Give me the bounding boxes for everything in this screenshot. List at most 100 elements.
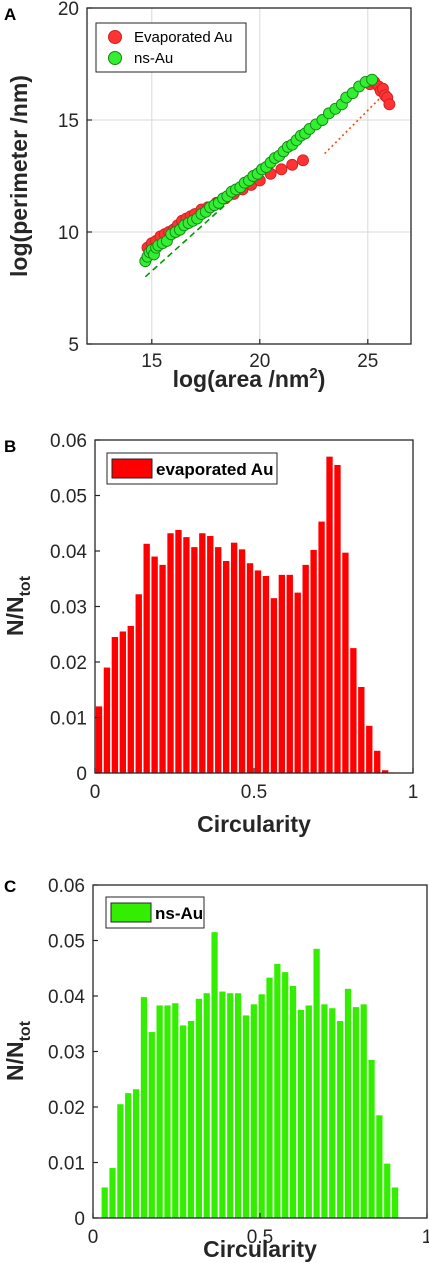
panel-c-bar [321,1004,328,1218]
panel-c-bar [164,1005,171,1218]
panel-b-bar [278,574,285,773]
panel-c-xtick-label: 0 [88,1227,99,1248]
panel-b-bar [223,560,230,773]
panel-c-bar [384,1163,391,1218]
panel-a-xtick-label: 25 [357,351,378,372]
panel-c-bar [227,993,234,1218]
panel-c-bar [344,988,352,1218]
panel-b-bar [119,631,126,773]
panel-b-bar [135,594,142,773]
legend-ns-au-label: ns-Au [134,50,173,67]
legend-evaporated-au-bar-label: evaporated Au [156,460,273,479]
panel-c-legend: ns-Au [105,896,205,929]
panel-b-xtick-label: 0 [90,782,101,803]
panel-a-xtick-label: 20 [249,351,270,372]
panel-a-axes-box [86,7,412,345]
panel-c-bar [250,1004,257,1218]
panel-c-ticks: 0 0.5 1 0 0.01 0.02 0.03 0.04 0.05 0.06 [48,876,429,1248]
panel-b-bar [358,686,365,773]
panel-b-xtick-label: 0.5 [241,782,267,803]
panel-b-xlabel: Circularity [197,811,311,837]
panel-c-xlabel: Circularity [203,1236,317,1262]
point-evaporated-au [275,163,288,176]
fit-line-evaporated-au [324,90,388,155]
panel-a-ylabel: log(perimeter /nm) [6,75,32,277]
panel-c-ytick-label: 0.02 [48,1098,85,1119]
panel-c-bar [329,1008,336,1218]
panel-c-ytick-label: 0.03 [48,1043,85,1064]
panel-b-bar [326,456,333,773]
panel-b-bar [294,592,301,773]
panel-b-bars [95,456,397,773]
panel-c-ytick-label: 0.04 [48,987,85,1008]
panel-b-bar [238,549,246,773]
panel-b-bar [167,533,174,773]
panel-c-histogram: C 0 0.5 1 0 0.01 0.02 0.03 0.04 0.05 0.06 Circula… [2,876,429,1262]
panel-a-ytick-label: 15 [58,111,79,132]
panel-c-ytick-label: 0 [74,1209,85,1230]
panel-c-bar [156,1005,163,1218]
legend-ns-au-marker [108,51,122,65]
panel-c-bar [352,1007,359,1218]
panel-c-bar [180,1025,187,1218]
panel-c-bar [219,991,226,1218]
panel-a-scatter-chart: A 15 20 25 5 10 15 20 log(area /nm2) log(perim… [4,0,412,392]
panel-b-bar [302,564,309,773]
panel-b-bar [286,574,293,773]
panel-b-bar [199,533,206,773]
panel-a-ytick-label: 20 [58,0,79,20]
panel-b-bar [270,598,278,773]
panel-c-bar [140,997,148,1218]
panel-b-bar [103,667,111,773]
panel-c-bar [187,1020,195,1218]
panel-b-bar [334,464,341,773]
panel-b-bar [159,564,166,773]
panel-c-ytick-label: 0.01 [48,1154,85,1175]
panel-a-ytick-label: 5 [68,335,79,356]
panel-b-ytick-label: 0.05 [50,487,87,508]
panel-c-ylabel: N/Ntot [2,1020,34,1081]
panel-a-xlabel: log(area /nm2) [173,365,326,392]
panel-b-label: B [4,437,16,456]
panel-c-bar [125,1093,132,1218]
panel-b-bar [262,575,270,773]
panel-c-bar [337,1020,344,1218]
panel-b-bar [310,549,317,773]
panel-c-bar [313,948,320,1218]
panel-b-ytick-label: 0.03 [50,598,87,619]
panel-c-bar [101,1187,108,1218]
panel-b-histogram: B 0 0.5 1 0 0.01 0.02 0.03 0.04 0.05 0.06 Circula… [2,431,418,837]
legend-evaporated-au-marker [108,30,122,44]
panel-c-bar [274,963,281,1218]
panel-c-bar [258,994,265,1218]
panel-b-ylabel: N/Ntot [2,575,34,636]
panel-a-label: A [4,5,16,24]
panel-b-ytick-label: 0.01 [50,709,87,730]
point-evaporated-au [297,154,309,167]
panel-c-bar [297,1009,305,1218]
panel-c-bar [148,1032,155,1218]
panel-b-bar [175,529,182,773]
panel-b-bar [191,547,198,773]
panel-b-ytick-label: 0.04 [50,542,87,563]
panel-c-bar [360,1004,367,1218]
panel-c-bar [391,1187,399,1218]
panel-b-bar [207,536,214,773]
panel-c-bar [172,1003,179,1218]
panel-c-bars [101,932,399,1218]
panel-a-ytick-label: 10 [58,223,79,244]
panel-c-bar [195,998,203,1218]
panel-b-bar [350,648,357,773]
panel-b-ytick-label: 0.06 [50,431,87,452]
panel-b-axes-box [94,439,414,774]
panel-b-bar [215,547,222,773]
panel-c-bar [203,993,210,1218]
panel-c-bar [289,986,297,1218]
panel-b-bar [127,625,134,773]
panel-b-bar [374,750,381,773]
panel-c-bar [266,977,273,1218]
panel-a-legend: Evaporated Au ns-Au [95,22,247,73]
panel-b-bar [183,537,190,773]
panel-c-bar [117,1104,124,1218]
